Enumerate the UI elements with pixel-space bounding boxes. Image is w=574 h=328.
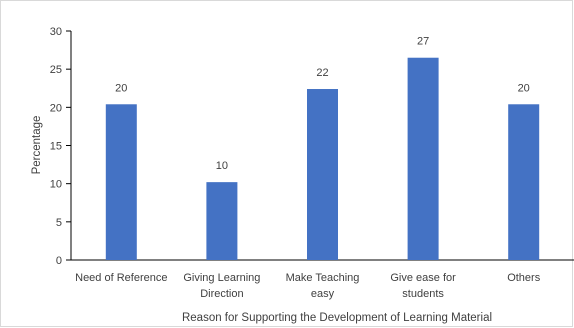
y-tick-label: 10 (50, 179, 62, 191)
x-axis-title: Reason for Supporting the Development of… (182, 312, 492, 324)
y-tick-label: 25 (50, 64, 62, 76)
data-label: 22 (316, 67, 328, 79)
data-label: 27 (417, 36, 429, 48)
y-tick-label: 15 (50, 141, 62, 153)
y-tick-label: 20 (50, 102, 62, 114)
x-tick-label: Make Teaching easy (286, 272, 360, 300)
y-tick-label: 30 (50, 26, 62, 38)
y-axis-title: Percentage (31, 116, 43, 175)
data-label: 10 (216, 160, 228, 172)
y-tick-label: 0 (56, 255, 62, 267)
bar (407, 57, 439, 260)
data-labels: 20 10 22 27 20 (115, 36, 530, 172)
data-label: 20 (518, 82, 530, 94)
x-tick-label: Give ease for students (390, 272, 456, 300)
x-tick-label: Others (507, 272, 541, 284)
x-tick-label: Need of Reference (75, 272, 167, 284)
data-label: 20 (115, 82, 127, 94)
bar (105, 104, 137, 260)
bar (206, 182, 238, 260)
bar (508, 104, 540, 260)
bars (105, 57, 540, 260)
bar (307, 89, 338, 260)
y-axis-ticks: 0 5 10 15 20 25 30 (50, 26, 71, 267)
y-tick-label: 5 (56, 217, 62, 229)
x-axis-tick-labels: Need of Reference Giving Learning Directio… (75, 272, 541, 300)
x-tick-label: Giving Learning Direction (183, 272, 260, 300)
